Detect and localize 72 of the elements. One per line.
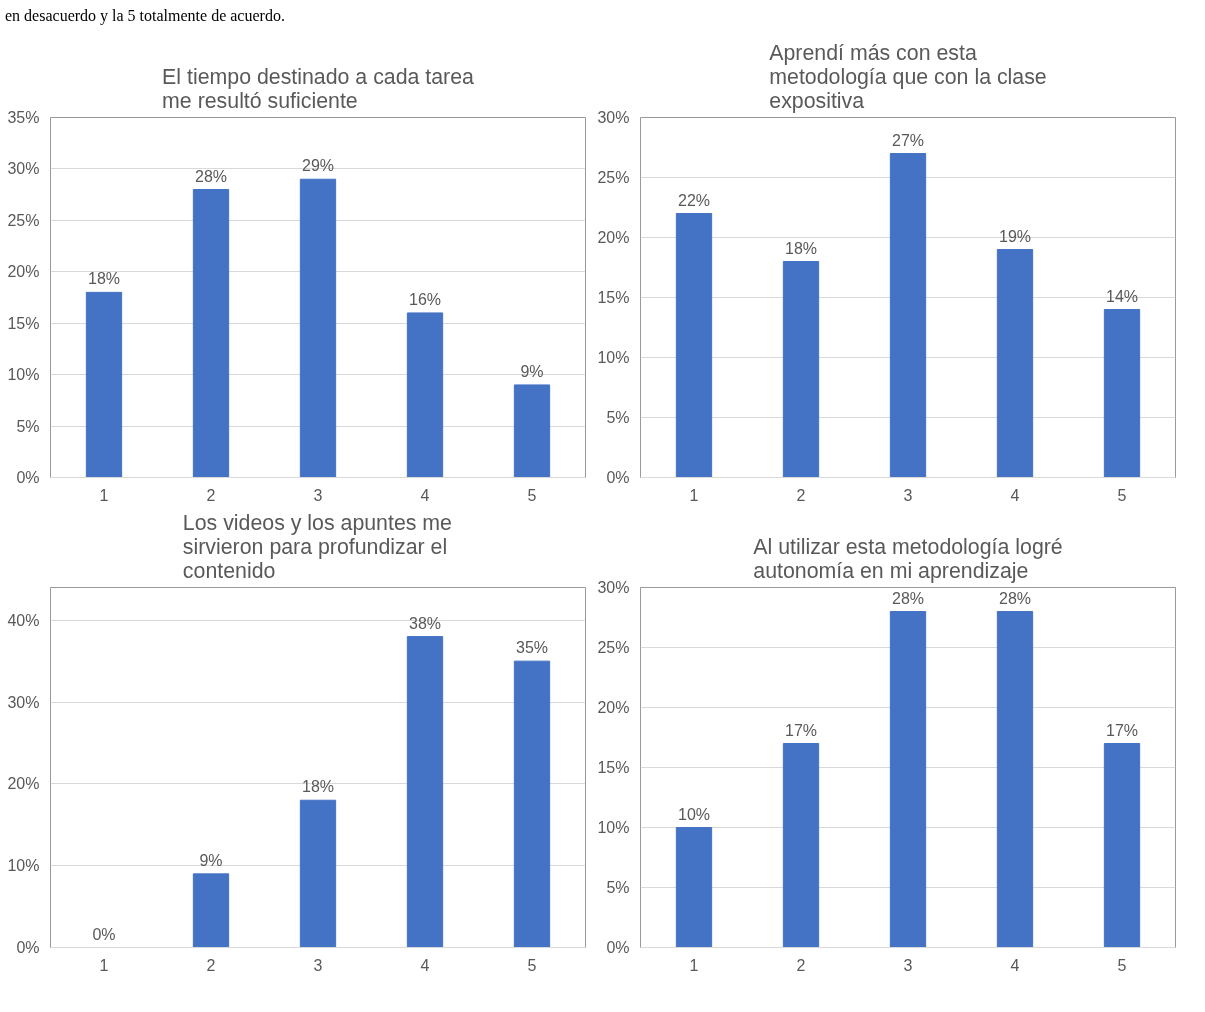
y-tick-label: 15% xyxy=(7,314,40,332)
data-label: 22% xyxy=(677,191,711,209)
x-tick-label: 5 xyxy=(1117,956,1127,974)
y-tick-label: 0% xyxy=(16,938,40,956)
y-tick-label: 20% xyxy=(7,263,40,281)
y-tick-label: 30% xyxy=(597,108,630,126)
data-label: 18% xyxy=(87,270,121,288)
data-label: 17% xyxy=(1105,721,1139,739)
chart-title: El tiempo destinado a cada tarea me resultó suficiente xyxy=(162,64,475,113)
y-tick-label: 35% xyxy=(7,108,40,126)
y-tick-label: 10% xyxy=(597,818,630,836)
y-tick-label: 40% xyxy=(7,611,40,629)
data-label: 28% xyxy=(891,589,925,607)
y-tick-label: 20% xyxy=(597,228,630,246)
data-label: 28% xyxy=(998,589,1032,607)
y-tick-label: 10% xyxy=(7,365,40,383)
x-tick-label: 2 xyxy=(206,486,216,504)
y-tick-label: 30% xyxy=(7,160,40,178)
data-label: 38% xyxy=(408,614,442,632)
x-tick-label: 1 xyxy=(689,486,699,504)
chart-title: Aprendí más con esta metodología que con la clase expositiva xyxy=(769,40,1047,113)
x-tick-label: 5 xyxy=(1117,486,1127,504)
y-tick-label: 0% xyxy=(606,468,630,486)
x-tick-label: 2 xyxy=(796,956,806,974)
data-label: 9% xyxy=(520,362,544,380)
x-tick-label: 5 xyxy=(527,486,537,504)
x-tick-label: 5 xyxy=(527,956,537,974)
y-tick-label: 15% xyxy=(597,288,630,306)
data-label: 10% xyxy=(677,805,711,823)
x-tick-label: 4 xyxy=(420,486,430,504)
y-tick-label: 0% xyxy=(606,938,630,956)
y-tick-label: 30% xyxy=(7,693,40,711)
y-tick-label: 20% xyxy=(7,775,40,793)
data-label: 9% xyxy=(199,851,223,869)
x-tick-label: 4 xyxy=(1010,486,1020,504)
data-label: 16% xyxy=(408,290,442,308)
x-tick-label: 3 xyxy=(313,956,323,974)
x-tick-label: 1 xyxy=(689,956,699,974)
x-tick-label: 1 xyxy=(99,486,109,504)
x-tick-label: 2 xyxy=(206,956,216,974)
x-tick-label: 2 xyxy=(796,486,806,504)
data-label: 19% xyxy=(998,227,1032,245)
y-tick-label: 10% xyxy=(597,348,630,366)
x-tick-label: 1 xyxy=(99,956,109,974)
y-tick-label: 30% xyxy=(597,578,630,596)
y-tick-label: 5% xyxy=(606,408,630,426)
data-label: 29% xyxy=(301,157,335,175)
y-tick-label: 25% xyxy=(597,168,630,186)
data-label: 27% xyxy=(891,131,925,149)
x-tick-label: 4 xyxy=(420,956,430,974)
y-tick-label: 5% xyxy=(16,417,40,435)
x-tick-label: 3 xyxy=(903,956,913,974)
data-label: 28% xyxy=(194,167,228,185)
y-tick-label: 20% xyxy=(597,698,630,716)
chart-title: Al utilizar esta metodología logré autonomía en mi aprendizaje xyxy=(753,534,1063,583)
data-label: 18% xyxy=(784,239,818,257)
x-tick-label: 3 xyxy=(903,486,913,504)
y-tick-label: 25% xyxy=(7,211,40,229)
y-tick-label: 25% xyxy=(597,638,630,656)
data-label: 35% xyxy=(515,638,549,656)
data-label: 18% xyxy=(301,778,335,796)
y-tick-label: 10% xyxy=(7,857,40,875)
x-tick-label: 4 xyxy=(1010,956,1020,974)
data-label: 14% xyxy=(1105,287,1139,305)
y-tick-label: 5% xyxy=(606,878,630,896)
data-label: 17% xyxy=(784,721,818,739)
x-tick-label: 3 xyxy=(313,486,323,504)
y-tick-label: 0% xyxy=(16,468,40,486)
chart-title: Los videos y los apuntes me sirvieron para profundizar el contenido xyxy=(182,510,452,583)
data-label: 0% xyxy=(92,925,116,943)
y-tick-label: 15% xyxy=(597,758,630,776)
text: en desacuerdo y la 5 totalmente de acuerdo. xyxy=(5,6,285,27)
